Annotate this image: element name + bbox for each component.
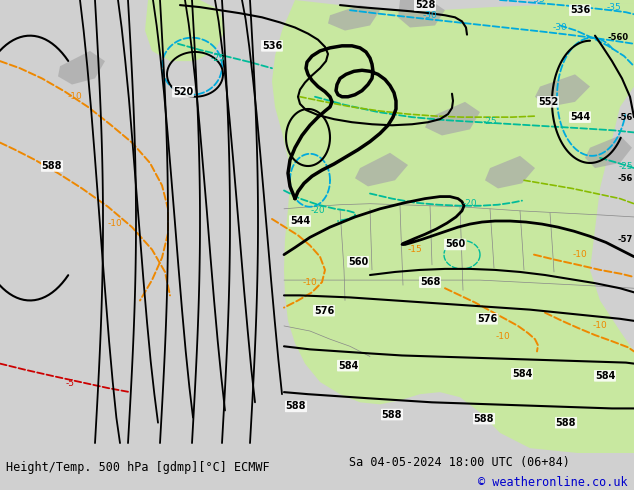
Polygon shape <box>535 74 590 107</box>
Polygon shape <box>145 0 225 61</box>
Text: -56: -56 <box>618 174 633 183</box>
Text: 588: 588 <box>286 401 306 412</box>
Text: -25: -25 <box>482 117 497 126</box>
Text: -20: -20 <box>463 199 477 208</box>
Polygon shape <box>540 0 634 5</box>
Polygon shape <box>398 0 445 27</box>
Text: -25: -25 <box>619 162 633 171</box>
Text: -10: -10 <box>496 332 510 341</box>
Polygon shape <box>425 102 480 135</box>
Text: -5: -5 <box>65 379 75 389</box>
Text: -10: -10 <box>302 278 318 287</box>
Text: 552: 552 <box>538 97 558 107</box>
Text: -30: -30 <box>423 11 437 20</box>
Text: 584: 584 <box>595 371 615 381</box>
Text: -25: -25 <box>210 53 225 63</box>
Text: 520: 520 <box>173 87 193 97</box>
Text: -30: -30 <box>553 23 567 32</box>
Text: -56: -56 <box>618 113 633 122</box>
Polygon shape <box>585 135 632 168</box>
Text: 576: 576 <box>314 306 334 316</box>
Text: 584: 584 <box>512 369 532 379</box>
Text: 536: 536 <box>570 5 590 15</box>
Text: -35: -35 <box>531 0 545 4</box>
Text: -10: -10 <box>573 250 587 259</box>
Text: 536: 536 <box>262 41 282 51</box>
Text: 588: 588 <box>556 417 576 428</box>
Polygon shape <box>485 156 535 189</box>
Text: 588: 588 <box>474 414 495 424</box>
Polygon shape <box>272 0 634 453</box>
Text: Sa 04-05-2024 18:00 UTC (06+84): Sa 04-05-2024 18:00 UTC (06+84) <box>349 456 569 469</box>
Polygon shape <box>355 153 408 186</box>
Text: 544: 544 <box>570 112 590 122</box>
Text: -10: -10 <box>108 219 122 227</box>
Text: 584: 584 <box>338 361 358 370</box>
Text: 544: 544 <box>290 216 310 226</box>
Text: 560: 560 <box>445 240 465 249</box>
Text: 528: 528 <box>415 0 435 10</box>
Text: 588: 588 <box>382 410 402 419</box>
Text: © weatheronline.co.uk: © weatheronline.co.uk <box>478 476 628 489</box>
Text: -15: -15 <box>408 245 422 254</box>
Text: 576: 576 <box>477 314 497 324</box>
Text: -57: -57 <box>618 235 633 244</box>
Text: 560: 560 <box>348 257 368 267</box>
Polygon shape <box>328 5 380 30</box>
Text: -560: -560 <box>608 33 629 42</box>
Text: -10: -10 <box>68 92 82 101</box>
Text: 588: 588 <box>42 161 62 171</box>
Text: Height/Temp. 500 hPa [gdmp][°C] ECMWF: Height/Temp. 500 hPa [gdmp][°C] ECMWF <box>6 462 270 474</box>
Text: -20: -20 <box>311 206 325 215</box>
Text: -10: -10 <box>593 321 607 330</box>
Text: 568: 568 <box>420 277 440 287</box>
Text: -35: -35 <box>607 2 621 12</box>
Polygon shape <box>58 51 105 85</box>
